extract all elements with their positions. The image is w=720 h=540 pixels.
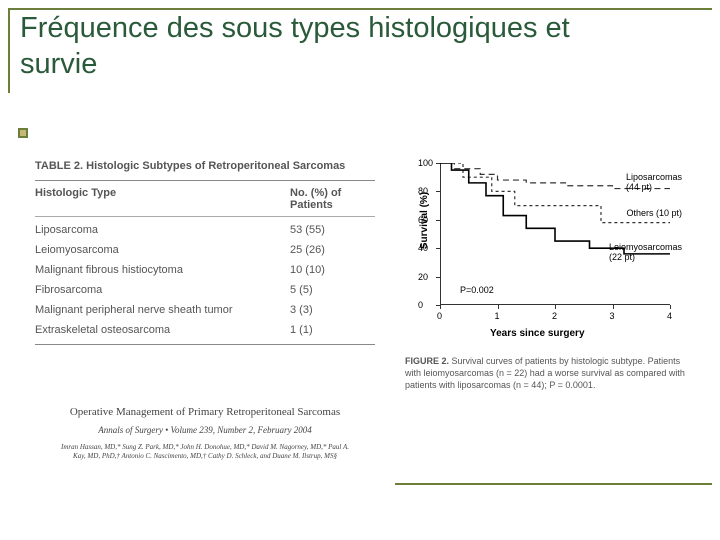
table-header: Histologic Type No. (%) of Patients	[35, 185, 375, 213]
table-row: Malignant fibrous histiocytoma10 (10)	[35, 260, 375, 280]
row-name: Malignant fibrous histiocytoma	[35, 264, 275, 276]
y-tick-label: 100	[418, 158, 433, 168]
y-tick-label: 80	[418, 186, 428, 196]
figure-caption: FIGURE 2. Survival curves of patients by…	[405, 355, 685, 391]
table-rule	[35, 180, 375, 181]
table-row: Extraskeletal osteosarcoma1 (1)	[35, 320, 375, 340]
subtype-table: TABLE 2. Histologic Subtypes of Retroper…	[35, 160, 375, 349]
table-row: Leiomyosarcoma25 (26)	[35, 240, 375, 260]
row-value: 3 (3)	[275, 304, 375, 316]
citation-journal: Annals of Surgery • Volume 239, Number 2…	[55, 425, 355, 435]
x-tick-mark	[498, 305, 499, 309]
row-value: 25 (26)	[275, 244, 375, 256]
label-others: Others (10 pt)	[626, 209, 682, 219]
x-tick-label: 3	[610, 311, 615, 321]
row-name: Liposarcoma	[35, 224, 275, 236]
p-value: P=0.002	[460, 285, 494, 295]
col-histologic-type: Histologic Type	[35, 187, 275, 211]
row-value: 1 (1)	[275, 324, 375, 336]
y-tick-label: 40	[418, 243, 428, 253]
x-axis-label: Years since surgery	[490, 328, 585, 339]
table-body: Liposarcoma53 (55)Leiomyosarcoma25 (26)M…	[35, 220, 375, 340]
y-tick-label: 60	[418, 215, 428, 225]
citation-block: Operative Management of Primary Retroper…	[55, 405, 355, 461]
y-tick-label: 0	[418, 300, 423, 310]
table-row: Liposarcoma53 (55)	[35, 220, 375, 240]
row-value: 10 (10)	[275, 264, 375, 276]
table-rule	[35, 344, 375, 345]
bullet-icon	[18, 128, 28, 138]
x-tick-label: 2	[552, 311, 557, 321]
slide-title: Fréquence des sous types histologiques e…	[20, 10, 600, 83]
x-tick-mark	[555, 305, 556, 309]
row-name: Leiomyosarcoma	[35, 244, 275, 256]
row-name: Fibrosarcoma	[35, 284, 275, 296]
label-leiomyosarcomas: Leiomyosarcomas(22 pt)	[609, 243, 682, 263]
row-name: Extraskeletal osteosarcoma	[35, 324, 275, 336]
citation-title: Operative Management of Primary Retroper…	[55, 405, 355, 419]
row-value: 5 (5)	[275, 284, 375, 296]
chart-box: Survival (%) Years since surgery 0204060…	[400, 155, 680, 335]
title-container: Fréquence des sous types histologiques e…	[20, 10, 600, 83]
x-tick-label: 0	[437, 311, 442, 321]
col-patients: No. (%) of Patients	[275, 187, 375, 211]
y-tick-label: 20	[418, 272, 428, 282]
x-tick-label: 4	[667, 311, 672, 321]
figure-caption-lead: FIGURE 2.	[405, 356, 449, 366]
table-row: Malignant peripheral nerve sheath tumor3…	[35, 300, 375, 320]
x-tick-mark	[440, 305, 441, 309]
x-tick-mark	[670, 305, 671, 309]
label-liposarcomas: Liposarcomas(44 pt)	[626, 173, 682, 193]
row-value: 53 (55)	[275, 224, 375, 236]
x-tick-label: 1	[495, 311, 500, 321]
table-caption: TABLE 2. Histologic Subtypes of Retroper…	[35, 160, 375, 172]
survival-chart: Survival (%) Years since surgery 0204060…	[400, 155, 700, 335]
row-name: Malignant peripheral nerve sheath tumor	[35, 304, 275, 316]
table-row: Fibrosarcoma5 (5)	[35, 280, 375, 300]
slide-bottom-border	[8, 483, 712, 485]
table-rule	[35, 216, 375, 217]
x-tick-mark	[613, 305, 614, 309]
citation-authors: Imran Hassan, MD,* Sung Z. Park, MD,* Jo…	[55, 443, 355, 461]
